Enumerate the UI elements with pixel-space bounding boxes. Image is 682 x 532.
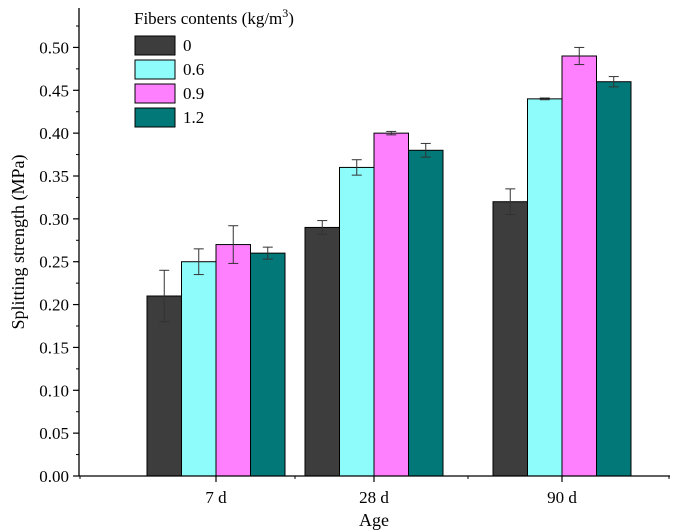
x-tick-label: 90 d xyxy=(547,488,577,507)
y-ticks-group: 0.00 0.05 0.10 0.15 0.20 0.25 0.30 0.35 0.40 0.45… xyxy=(39,25,79,486)
bar-0_9-90d xyxy=(561,55,597,477)
y-tick-label: 0.40 xyxy=(39,124,69,143)
y-tick-label: 0.25 xyxy=(39,253,69,272)
bar-0_9-28d xyxy=(373,132,409,477)
legend-label: 0.6 xyxy=(183,60,204,79)
error-bar xyxy=(159,269,170,323)
error-bar xyxy=(539,97,550,101)
y-tick-label: 0.50 xyxy=(39,38,69,57)
x-axis-title: Age xyxy=(359,510,389,530)
y-tick-label: 0.35 xyxy=(39,167,69,186)
bar-0_9-7d xyxy=(215,244,251,477)
x-tick-label: 7 d xyxy=(205,488,227,507)
bar-0_6-28d xyxy=(339,166,375,477)
legend-label: 0 xyxy=(183,36,192,55)
bar-1_2-7d xyxy=(250,252,286,477)
legend-items: 0 0.6 0.9 1.2 xyxy=(134,35,204,128)
bar-0-7d xyxy=(146,295,182,477)
y-tick-label: 0.00 xyxy=(39,467,69,486)
error-bar xyxy=(386,130,397,136)
legend-swatch xyxy=(134,107,176,128)
y-tick-label: 0.15 xyxy=(39,338,69,357)
legend-title: Fibers contents (kg/m3) xyxy=(134,6,294,28)
bar-0_6-90d xyxy=(527,98,563,477)
bars-group xyxy=(146,55,632,477)
error-bar xyxy=(317,220,328,235)
y-tick-label: 0.20 xyxy=(39,296,69,315)
y-axis-title: Splitting strength (MPa) xyxy=(8,154,29,329)
x-tick-label: 28 d xyxy=(359,488,389,507)
bar-1_2-28d xyxy=(408,149,444,477)
bar-0_6-7d xyxy=(181,261,217,477)
error-bar xyxy=(228,225,239,264)
bar-0-28d xyxy=(304,226,340,477)
y-tick-label: 0.10 xyxy=(39,381,69,400)
error-bars-group xyxy=(159,46,619,323)
bar-0-90d xyxy=(492,201,528,477)
y-tick-label: 0.05 xyxy=(39,424,69,443)
error-bar xyxy=(420,142,431,158)
y-tick-label: 0.45 xyxy=(39,81,69,100)
legend: Fibers contents (kg/m3) 0 0.6 0.9 1.2 xyxy=(134,6,294,128)
error-bar xyxy=(574,46,585,66)
error-bar xyxy=(351,159,362,176)
bar-1_2-90d xyxy=(596,81,632,477)
legend-label: 0.9 xyxy=(183,84,204,103)
error-bar xyxy=(505,188,516,216)
legend-swatch xyxy=(134,35,176,56)
x-ticks-group: 7 d 28 d 90 d xyxy=(79,476,670,507)
y-tick-label: 0.30 xyxy=(39,210,69,229)
error-bar xyxy=(262,246,273,260)
legend-swatch xyxy=(134,83,176,104)
error-bar xyxy=(193,248,204,276)
legend-swatch xyxy=(134,59,176,80)
error-bar xyxy=(608,76,619,88)
legend-label: 1.2 xyxy=(183,108,204,127)
